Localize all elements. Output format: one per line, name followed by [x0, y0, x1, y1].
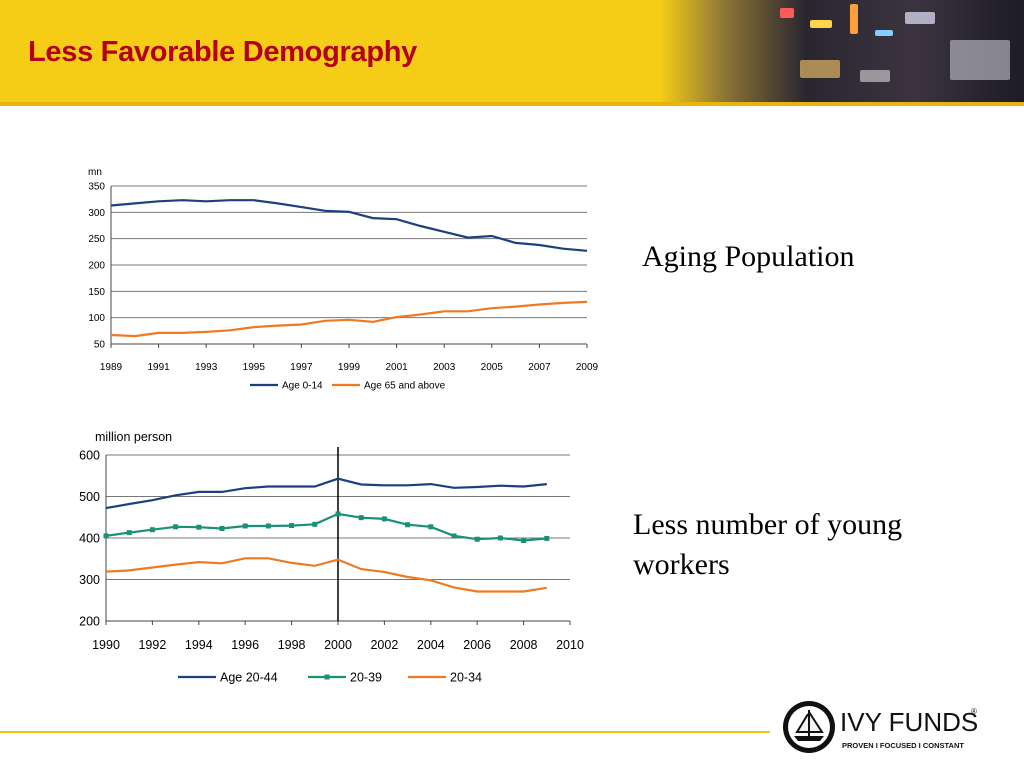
x-tick-label: 2003: [433, 362, 456, 373]
label-young-workers: Less number of young workers: [633, 505, 902, 585]
y-tick-label: 200: [88, 261, 105, 272]
footer-divider: [0, 731, 770, 733]
data-point: [428, 524, 434, 530]
legend-marker: [324, 674, 330, 680]
y-tick-label: 50: [94, 340, 106, 351]
data-point: [149, 527, 155, 533]
city-night-photo: [660, 0, 1024, 102]
y-axis-label: million person: [95, 430, 172, 444]
x-tick-label: 1990: [92, 638, 120, 652]
label-young-workers-line1: Less number of young: [633, 508, 903, 541]
legend-label: Age 0-14: [282, 381, 323, 392]
data-point: [312, 521, 318, 527]
data-point: [521, 537, 527, 543]
x-tick-label: 2008: [510, 638, 538, 652]
data-point: [405, 522, 411, 528]
x-tick-label: 1998: [278, 638, 306, 652]
y-tick-label: 150: [88, 287, 105, 298]
label-young-workers-line2: workers: [633, 548, 730, 581]
data-point: [474, 536, 480, 542]
series-line-1: [105, 477, 547, 510]
chart-young-workers: 200 300 400 500 600 1990 1992 1994 1996 1998 2000 2…: [79, 430, 584, 684]
y-tick-label: 600: [79, 448, 100, 462]
x-tick-label: 1996: [231, 638, 259, 652]
data-point: [381, 516, 387, 522]
series-line-1: [110, 199, 588, 252]
x-tick-label: 2004: [417, 638, 445, 652]
y-tick-label: 100: [88, 313, 105, 324]
data-point: [126, 530, 132, 536]
series-line-3: [105, 557, 547, 593]
x-tick-label: 1991: [147, 362, 170, 373]
x-tick-label: 1995: [243, 362, 266, 373]
data-point: [242, 523, 248, 529]
x-tick-label: 2006: [463, 638, 491, 652]
data-point: [196, 524, 202, 530]
data-point: [289, 523, 295, 529]
ship-emblem-icon: IVY FUNDS ® PROVEN I FOCUSED I CONSTANT: [783, 701, 978, 753]
x-tick-label: 1997: [290, 362, 313, 373]
series-line-2: [110, 300, 588, 338]
legend-label: Age 20-44: [220, 670, 278, 684]
x-tick-label: 2007: [528, 362, 551, 373]
data-point: [219, 525, 225, 531]
x-tick-label: 2009: [576, 362, 599, 373]
x-tick-label: 1994: [185, 638, 213, 652]
data-point: [103, 533, 109, 539]
data-point: [265, 523, 271, 529]
legend-label: 20-39: [350, 670, 382, 684]
x-tick-label: 2001: [385, 362, 408, 373]
x-tick-label: 1999: [338, 362, 361, 373]
label-aging-population: Aging Population: [642, 240, 855, 273]
header-divider: [0, 102, 1024, 106]
chart-aging-population: 50 100 150 200 250 300 350 1989 1991 1993 1995 1997…: [88, 167, 599, 392]
y-tick-label: 300: [79, 573, 100, 587]
x-tick-label: 1992: [138, 638, 166, 652]
x-tick-label: 2002: [370, 638, 398, 652]
x-tick-label: 2010: [556, 638, 584, 652]
ivy-funds-logo: IVY FUNDS ® PROVEN I FOCUSED I CONSTANT: [782, 698, 982, 756]
y-tick-label: 500: [79, 490, 100, 504]
data-point: [358, 515, 364, 521]
y-tick-label: 350: [88, 182, 105, 193]
y-axis-label: mn: [88, 167, 102, 178]
data-point: [173, 524, 179, 530]
data-point: [335, 511, 341, 517]
logo-registered: ®: [971, 707, 977, 716]
data-point: [544, 535, 550, 541]
y-tick-label: 400: [79, 531, 100, 545]
data-point: [451, 533, 457, 539]
x-tick-label: 1993: [195, 362, 218, 373]
legend-label: 20-34: [450, 670, 482, 684]
x-tick-label: 1989: [100, 362, 123, 373]
y-tick-label: 300: [88, 208, 105, 219]
legend-label: Age 65 and above: [364, 381, 446, 392]
y-tick-label: 200: [79, 614, 100, 628]
data-point: [497, 535, 503, 541]
logo-brand: IVY FUNDS: [840, 707, 978, 737]
y-tick-label: 250: [88, 234, 105, 245]
x-tick-label: 2005: [481, 362, 504, 373]
series-line-2: [105, 512, 547, 542]
page-title: Less Favorable Demography: [28, 36, 417, 68]
x-tick-label: 2000: [324, 638, 352, 652]
header-banner: Less Favorable Demography: [0, 0, 1024, 102]
logo-tagline: PROVEN I FOCUSED I CONSTANT: [842, 741, 964, 750]
